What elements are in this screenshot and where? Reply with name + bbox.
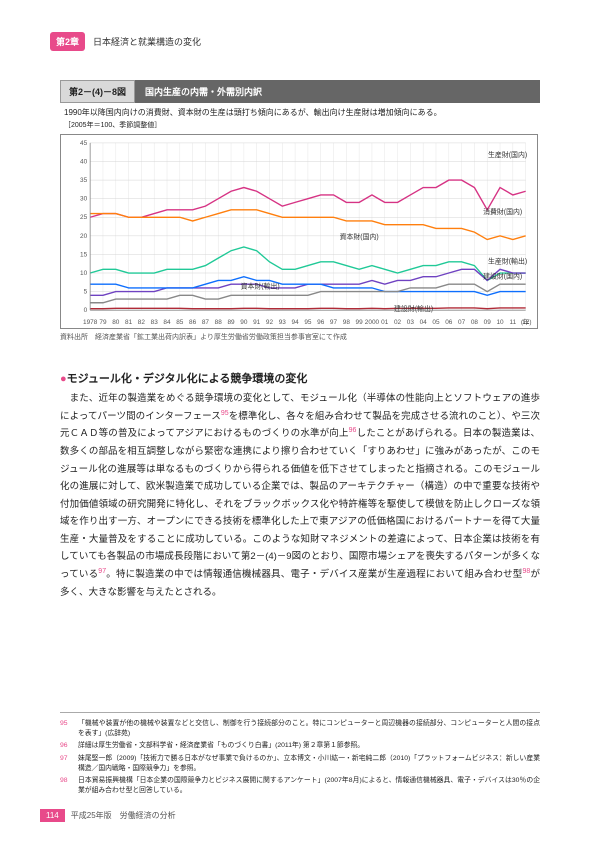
svg-text:消費財(国内): 消費財(国内) bbox=[483, 207, 522, 216]
svg-text:15: 15 bbox=[80, 251, 88, 258]
svg-text:06: 06 bbox=[445, 319, 453, 326]
svg-text:84: 84 bbox=[163, 319, 171, 326]
svg-text:2000: 2000 bbox=[365, 319, 380, 326]
svg-text:04: 04 bbox=[420, 319, 428, 326]
svg-text:(年): (年) bbox=[521, 317, 532, 326]
svg-text:03: 03 bbox=[407, 319, 415, 326]
svg-text:0: 0 bbox=[84, 307, 88, 314]
footnote-text: 詳細は厚生労働省・文部科学省・経済産業省「ものづくり白書」(2011年) 第２章… bbox=[78, 741, 540, 751]
figure-note: ［2005年＝100、季節調整値］ bbox=[64, 120, 540, 130]
footnote-text: 日本貿易振興機構「日本企業の国際競争力とビジネス展開に関するアンケート」(200… bbox=[78, 776, 540, 796]
svg-text:45: 45 bbox=[80, 140, 88, 147]
footnote-num: 95 bbox=[60, 719, 78, 739]
svg-text:99: 99 bbox=[356, 319, 364, 326]
body-text: また、近年の製造業をめぐる競争環境の変化として、モジュール化（半導体の性能向上と… bbox=[60, 390, 540, 601]
svg-text:02: 02 bbox=[394, 319, 402, 326]
footnote-text: 「機械や装置が他の機械や装置などと交信し、制御を行う接続部分のこと。特にコンピュ… bbox=[78, 719, 540, 739]
svg-text:85: 85 bbox=[176, 319, 184, 326]
bullet-icon: ● bbox=[60, 373, 67, 385]
svg-text:11: 11 bbox=[510, 319, 517, 326]
footnote-row: 97妹尾堅一郎（2009)「技術力で勝る日本がなぜ事業で負けるのか」、立本博文・… bbox=[60, 754, 540, 774]
svg-text:90: 90 bbox=[240, 319, 248, 326]
svg-text:01: 01 bbox=[381, 319, 389, 326]
svg-text:95: 95 bbox=[304, 319, 312, 326]
svg-text:05: 05 bbox=[432, 319, 440, 326]
line-chart: 0510152025303540451978798081828384858687… bbox=[60, 134, 538, 329]
figure-titlebar: 第2－(4)－8図 国内生産の内需・外需別内訳 bbox=[60, 80, 540, 103]
svg-text:資本財(国内): 資本財(国内) bbox=[340, 232, 379, 241]
svg-text:79: 79 bbox=[99, 319, 107, 326]
footnote-num: 98 bbox=[60, 776, 78, 796]
svg-text:資本財(輸出): 資本財(輸出) bbox=[241, 281, 280, 290]
svg-text:建設財(輸出): 建設財(輸出) bbox=[394, 304, 433, 313]
footnote-num: 97 bbox=[60, 754, 78, 774]
page-label: 平成25年版 労働経済の分析 bbox=[71, 810, 176, 821]
svg-text:96: 96 bbox=[317, 319, 325, 326]
chart-svg: 0510152025303540451978798081828384858687… bbox=[61, 135, 537, 328]
figure-number: 第2－(4)－8図 bbox=[60, 80, 135, 103]
svg-text:建設財(国内): 建設財(国内) bbox=[483, 272, 522, 281]
page-header: 第2章 日本経済と就業構造の変化 bbox=[50, 32, 201, 51]
chapter-badge: 第2章 bbox=[50, 32, 85, 51]
svg-text:92: 92 bbox=[266, 319, 274, 326]
svg-text:10: 10 bbox=[80, 270, 88, 277]
figure-title: 国内生産の内需・外需別内訳 bbox=[135, 80, 540, 103]
section-heading-text: モジュール化・デジタル化による競争環境の変化 bbox=[67, 373, 308, 385]
svg-text:40: 40 bbox=[80, 158, 88, 165]
svg-text:81: 81 bbox=[125, 319, 133, 326]
svg-text:07: 07 bbox=[458, 319, 466, 326]
figure-box: 第2－(4)－8図 国内生産の内需・外需別内訳 1990年以降国内向けの消費財、… bbox=[60, 80, 540, 342]
svg-text:97: 97 bbox=[330, 319, 338, 326]
svg-text:30: 30 bbox=[80, 196, 88, 203]
footnote-row: 95「機械や装置が他の機械や装置などと交信し、制御を行う接続部分のこと。特にコン… bbox=[60, 719, 540, 739]
svg-text:20: 20 bbox=[80, 233, 88, 240]
svg-text:94: 94 bbox=[292, 319, 300, 326]
page-number: 114 bbox=[40, 809, 65, 822]
svg-text:09: 09 bbox=[484, 319, 492, 326]
svg-text:10: 10 bbox=[496, 319, 504, 326]
svg-text:1978: 1978 bbox=[83, 319, 98, 326]
svg-text:91: 91 bbox=[253, 319, 261, 326]
svg-text:88: 88 bbox=[215, 319, 223, 326]
footnote-text: 妹尾堅一郎（2009)「技術力で勝る日本がなぜ事業で負けるのか」、立本博文・小川… bbox=[78, 754, 540, 774]
svg-text:87: 87 bbox=[202, 319, 210, 326]
svg-text:生産財(輸出): 生産財(輸出) bbox=[488, 257, 527, 266]
footnote-num: 96 bbox=[60, 741, 78, 751]
footnotes: 95「機械や装置が他の機械や装置などと交信し、制御を行う接続部分のこと。特にコン… bbox=[60, 712, 540, 798]
svg-text:生産財(国内): 生産財(国内) bbox=[488, 150, 527, 159]
svg-text:08: 08 bbox=[471, 319, 479, 326]
svg-text:82: 82 bbox=[138, 319, 146, 326]
page-footer: 114 平成25年版 労働経済の分析 bbox=[40, 809, 176, 822]
section-heading: ●モジュール化・デジタル化による競争環境の変化 bbox=[60, 370, 307, 386]
footnote-row: 96詳細は厚生労働省・文部科学省・経済産業省「ものづくり白書」(2011年) 第… bbox=[60, 741, 540, 751]
svg-text:80: 80 bbox=[112, 319, 120, 326]
figure-subtitle: 1990年以降国内向けの消費財、資本財の生産は頭打ち傾向にあるが、輸出向け生産財… bbox=[64, 107, 540, 118]
svg-text:5: 5 bbox=[84, 289, 88, 296]
footnote-row: 98日本貿易振興機構「日本企業の国際競争力とビジネス展開に関するアンケート」(2… bbox=[60, 776, 540, 796]
svg-text:35: 35 bbox=[80, 177, 88, 184]
svg-text:98: 98 bbox=[343, 319, 351, 326]
svg-text:89: 89 bbox=[227, 319, 235, 326]
chart-source: 資料出所 経済産業省「鉱工業出荷内訳表」より厚生労働省労働政策担当参事官室にて作… bbox=[60, 332, 540, 342]
header-title: 日本経済と就業構造の変化 bbox=[93, 35, 201, 48]
svg-text:93: 93 bbox=[279, 319, 287, 326]
svg-text:25: 25 bbox=[80, 214, 88, 221]
svg-text:86: 86 bbox=[189, 319, 197, 326]
svg-text:83: 83 bbox=[151, 319, 159, 326]
